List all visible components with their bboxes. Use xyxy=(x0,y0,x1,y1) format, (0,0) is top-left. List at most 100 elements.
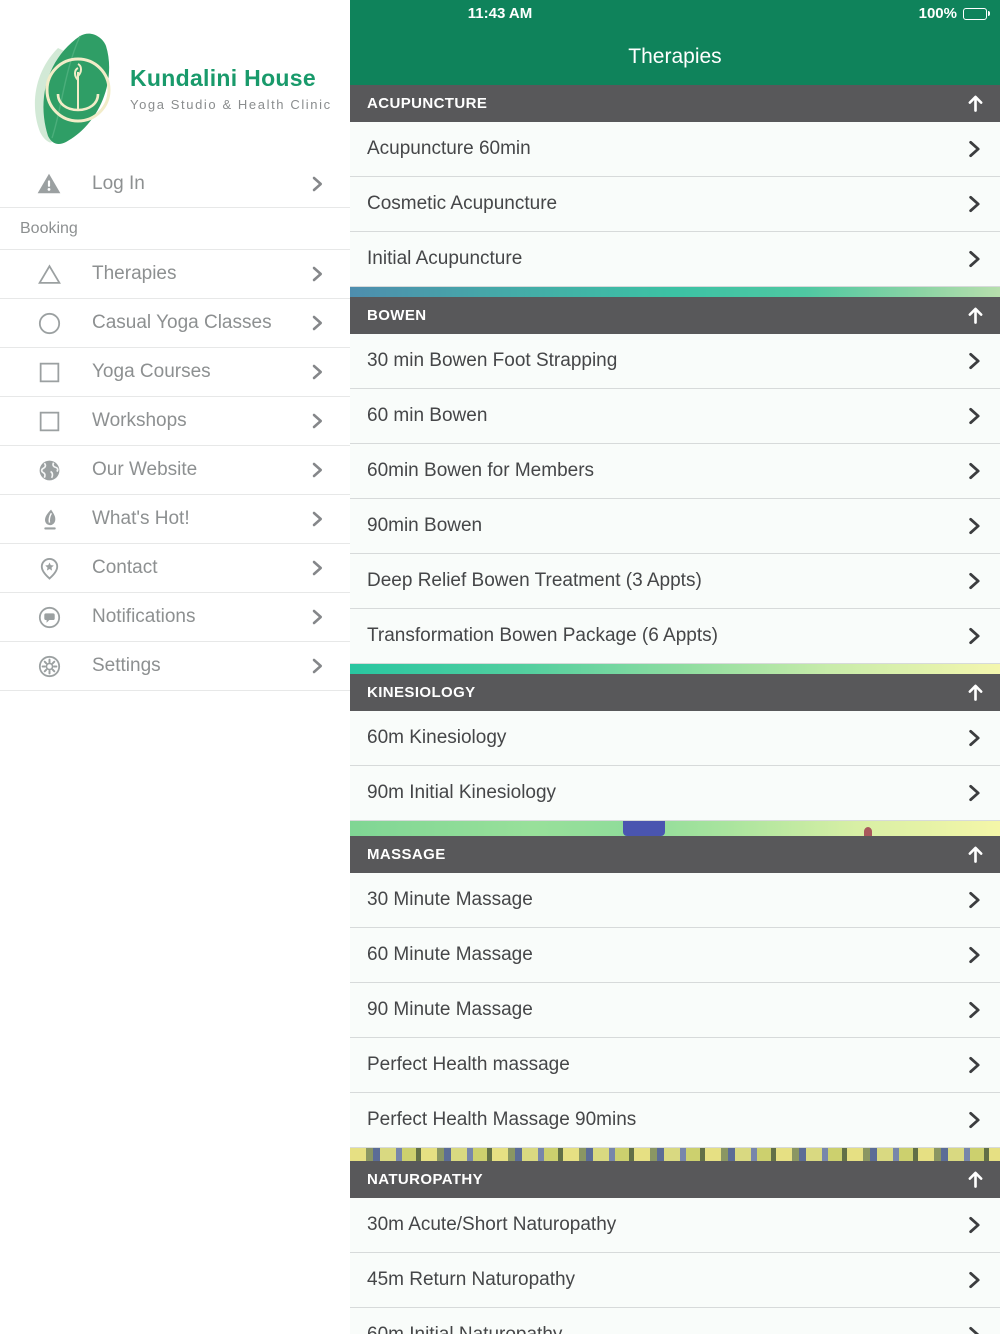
therapy-label: 30 Minute Massage xyxy=(367,889,533,910)
status-bar: 11:43 AM 100% xyxy=(350,0,1000,28)
sidebar-item-yoga-courses[interactable]: Yoga Courses xyxy=(0,348,350,397)
square-icon xyxy=(36,359,62,385)
background-figure xyxy=(623,821,665,836)
therapy-label: 45m Return Naturopathy xyxy=(367,1269,576,1290)
sidebar-item-workshops[interactable]: Workshops xyxy=(0,397,350,446)
sidebar-item-contact[interactable]: Contact xyxy=(0,544,350,593)
section-label: KINESIOLOGY xyxy=(367,684,476,701)
sidebar: Kundalini House Yoga Studio & Health Cli… xyxy=(0,0,350,1334)
therapy-row[interactable]: 30 min Bowen Foot Strapping xyxy=(350,334,1000,389)
sidebar-item-therapies[interactable]: Therapies xyxy=(0,250,350,299)
therapy-row[interactable]: 45m Return Naturopathy xyxy=(350,1253,1000,1308)
therapy-row[interactable]: 60m Initial Naturopathy xyxy=(350,1308,1000,1334)
therapy-row[interactable]: Cosmetic Acupuncture xyxy=(350,177,1000,232)
chevron-right-icon xyxy=(969,1216,980,1234)
chevron-right-icon xyxy=(312,315,323,331)
chevron-right-icon xyxy=(312,266,323,282)
sidebar-item-our-website[interactable]: Our Website xyxy=(0,446,350,495)
sidebar-item-settings[interactable]: Settings xyxy=(0,642,350,691)
section-header-naturopathy[interactable]: NATUROPATHY xyxy=(350,1161,1000,1198)
sidebar-item-label: Workshops xyxy=(92,410,187,431)
therapy-row[interactable]: 60 Minute Massage xyxy=(350,928,1000,983)
chevron-right-icon xyxy=(969,1056,980,1074)
booking-section-label: Booking xyxy=(20,219,78,237)
content-panel: 11:43 AM 100% Therapies ACUPUNCTURE Acup… xyxy=(350,0,1000,1334)
section-header-kinesiology[interactable]: KINESIOLOGY xyxy=(350,674,1000,711)
chevron-right-icon xyxy=(969,1271,980,1289)
therapy-label: 60min Bowen for Members xyxy=(367,460,595,481)
circle-icon xyxy=(36,310,62,336)
therapy-row[interactable]: Perfect Health Massage 90mins xyxy=(350,1093,1000,1148)
nav-bar: Therapies xyxy=(350,28,1000,85)
section-label: MASSAGE xyxy=(367,846,446,863)
therapy-row[interactable]: 30 Minute Massage xyxy=(350,873,1000,928)
pin-star-icon xyxy=(36,555,62,581)
chevron-right-icon xyxy=(969,517,980,535)
therapy-label: Perfect Health Massage 90mins xyxy=(367,1109,637,1130)
therapy-row[interactable]: Acupuncture 60min xyxy=(350,122,1000,177)
battery-icon xyxy=(963,7,990,20)
therapy-row[interactable]: 90m Initial Kinesiology xyxy=(350,766,1000,821)
chevron-right-icon xyxy=(969,891,980,909)
sidebar-item-login[interactable]: Log In xyxy=(0,160,350,208)
background-figure xyxy=(863,827,872,836)
page-title: Therapies xyxy=(628,44,722,68)
collapse-up-arrow-icon[interactable] xyxy=(965,305,986,326)
therapy-row[interactable]: Deep Relief Bowen Treatment (3 Appts) xyxy=(350,554,1000,609)
chevron-right-icon xyxy=(969,407,980,425)
therapy-row[interactable]: 30m Acute/Short Naturopathy xyxy=(350,1198,1000,1253)
therapy-label: 30m Acute/Short Naturopathy xyxy=(367,1214,617,1235)
battery-percent: 100% xyxy=(918,5,957,22)
collapse-up-arrow-icon[interactable] xyxy=(965,682,986,703)
therapy-row[interactable]: 60 min Bowen xyxy=(350,389,1000,444)
background-strip xyxy=(350,287,1000,297)
warning-icon xyxy=(36,171,62,197)
section-header-massage[interactable]: MASSAGE xyxy=(350,836,1000,873)
collapse-up-arrow-icon[interactable] xyxy=(965,1169,986,1190)
therapy-row[interactable]: 90 Minute Massage xyxy=(350,983,1000,1038)
sidebar-item-casual-yoga-classes[interactable]: Casual Yoga Classes xyxy=(0,299,350,348)
background-strip xyxy=(350,1148,1000,1161)
chevron-right-icon xyxy=(969,1111,980,1129)
sidebar-item-whats-hot[interactable]: What's Hot! xyxy=(0,495,350,544)
therapy-label: Deep Relief Bowen Treatment (3 Appts) xyxy=(367,570,702,591)
chevron-right-icon xyxy=(969,462,980,480)
therapy-label: 90 Minute Massage xyxy=(367,999,533,1020)
therapy-row[interactable]: 90min Bowen xyxy=(350,499,1000,554)
therapy-label: 90min Bowen xyxy=(367,515,483,536)
globe-icon xyxy=(36,457,62,483)
therapy-label: 90m Initial Kinesiology xyxy=(367,782,557,803)
section-header-bowen[interactable]: BOWEN xyxy=(350,297,1000,334)
sidebar-item-label: What's Hot! xyxy=(92,508,190,529)
background-strip xyxy=(350,664,1000,674)
chevron-right-icon xyxy=(312,413,323,429)
therapy-row[interactable]: 60min Bowen for Members xyxy=(350,444,1000,499)
logo: Kundalini House Yoga Studio & Health Cli… xyxy=(0,0,350,158)
section-label: BOWEN xyxy=(367,307,427,324)
clock-time: 11:43 AM xyxy=(467,5,533,22)
section-label: NATUROPATHY xyxy=(367,1171,484,1188)
chevron-right-icon xyxy=(312,560,323,576)
chevron-right-icon xyxy=(312,609,323,625)
therapy-label: 60m Kinesiology xyxy=(367,727,507,748)
chevron-right-icon xyxy=(312,462,323,478)
sidebar-item-label: Yoga Courses xyxy=(92,361,211,382)
chevron-right-icon xyxy=(969,195,980,213)
therapy-row[interactable]: Perfect Health massage xyxy=(350,1038,1000,1093)
collapse-up-arrow-icon[interactable] xyxy=(965,93,986,114)
app-subtitle: Yoga Studio & Health Clinic xyxy=(130,96,332,112)
sidebar-item-label: Contact xyxy=(92,557,158,578)
therapy-label: 60m Initial Naturopathy xyxy=(367,1324,964,1334)
collapse-up-arrow-icon[interactable] xyxy=(965,844,986,865)
chat-bubble-icon xyxy=(36,604,62,630)
sidebar-item-label: Therapies xyxy=(92,263,177,284)
therapy-row[interactable]: 60m Kinesiology xyxy=(350,711,1000,766)
sidebar-item-notifications[interactable]: Notifications xyxy=(0,593,350,642)
therapy-label: Acupuncture 60min xyxy=(367,138,531,159)
section-label: ACUPUNCTURE xyxy=(367,95,488,112)
therapy-row[interactable]: Initial Acupuncture xyxy=(350,232,1000,287)
flame-icon xyxy=(36,506,62,532)
section-header-acupuncture[interactable]: ACUPUNCTURE xyxy=(350,85,1000,122)
therapy-row[interactable]: Transformation Bowen Package (6 Appts) xyxy=(350,609,1000,664)
